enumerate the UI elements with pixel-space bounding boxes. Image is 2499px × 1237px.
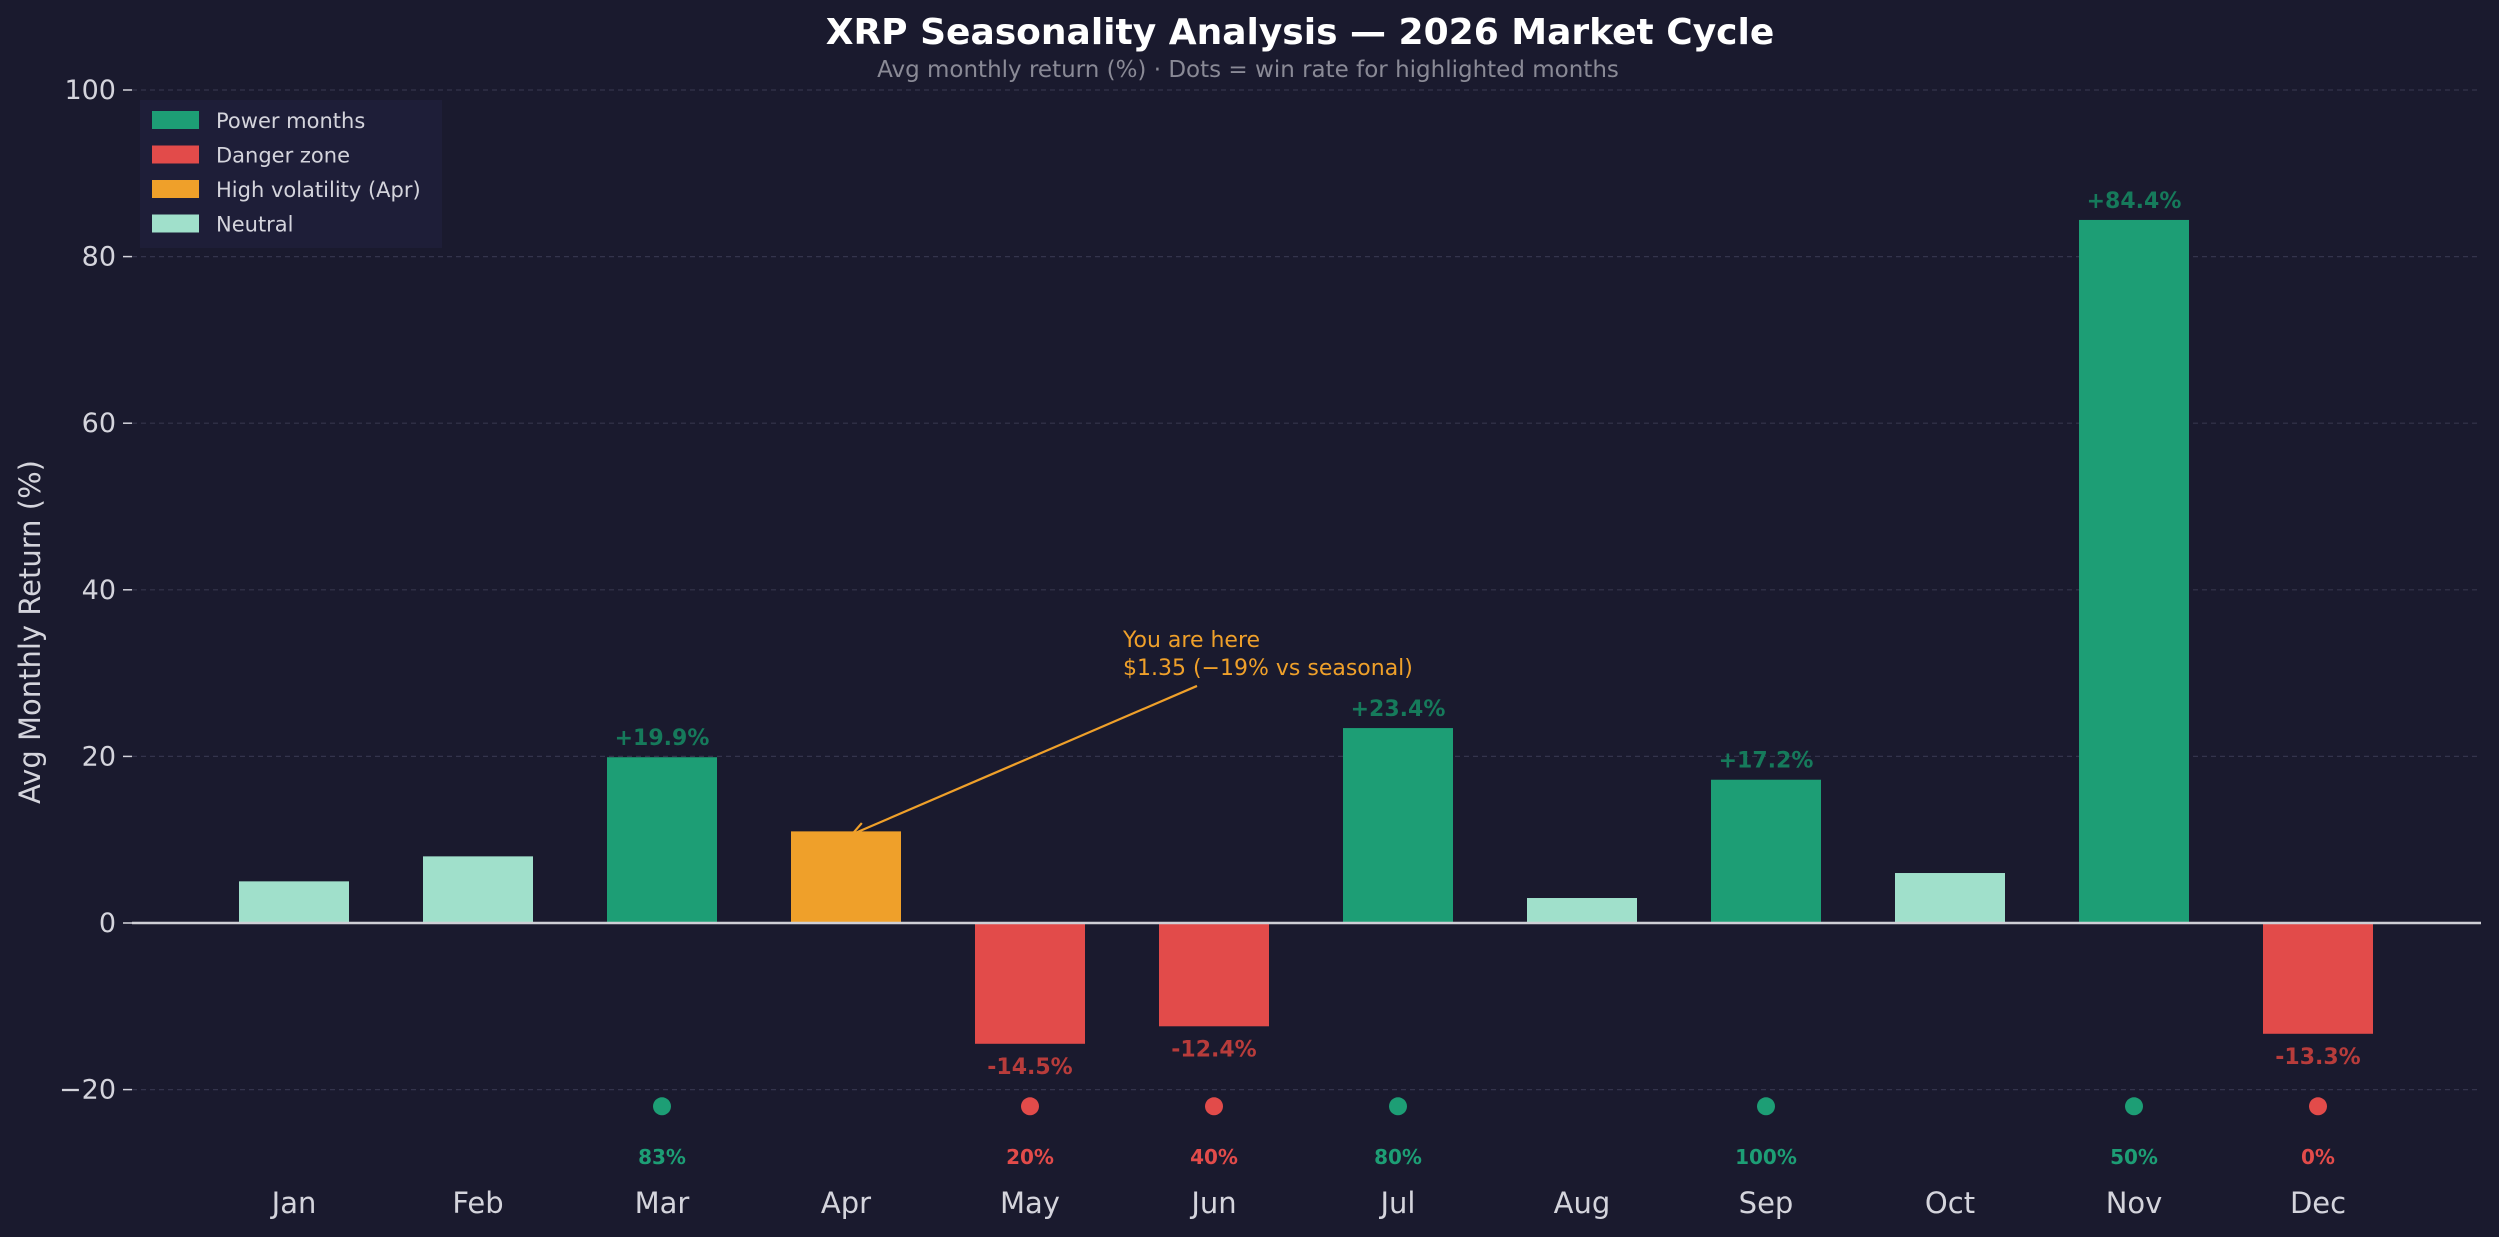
win-rate-label-jul: 80% xyxy=(1374,1145,1422,1169)
bar-dec xyxy=(2263,923,2373,1034)
legend-swatch-danger xyxy=(152,145,199,164)
legend-label-danger: Danger zone xyxy=(216,144,350,168)
x-tick-label-aug: Aug xyxy=(1554,1186,1611,1220)
bar-apr xyxy=(791,831,901,923)
annotation-arrow xyxy=(851,684,1198,836)
win-rate-label-dec: 0% xyxy=(2301,1145,2335,1169)
y-tick-label: 100 xyxy=(64,75,116,106)
legend-swatch-neutral xyxy=(152,214,199,233)
y-tick-label: 80 xyxy=(82,242,116,273)
win-rate-label-jun: 40% xyxy=(1190,1145,1238,1169)
x-axis-ticks: Jan Feb Mar Apr May Jun Jul Aug Sep Oct Nov Dec xyxy=(270,1186,2346,1220)
win-rate-label-nov: 50% xyxy=(2110,1145,2158,1169)
legend: Power months Danger zone High volatility (… xyxy=(140,100,442,248)
value-label-nov: +84.4% xyxy=(2087,189,2182,214)
y-tick-label: 0 xyxy=(99,908,116,939)
x-tick-label-may: May xyxy=(1000,1186,1060,1220)
you-are-here-annotation: You are here $1.35 (−19% vs seasonal) xyxy=(849,628,1413,837)
y-tick-label: 20 xyxy=(82,741,116,772)
x-tick-label-jan: Jan xyxy=(270,1186,317,1220)
value-label-jul: +23.4% xyxy=(1351,697,1446,722)
legend-label-neutral: Neutral xyxy=(216,213,294,237)
x-tick-label-sep: Sep xyxy=(1739,1186,1794,1220)
bar-jul xyxy=(1343,728,1453,923)
bar-jun xyxy=(1159,923,1269,1027)
y-tick-label: 60 xyxy=(82,408,116,439)
bar-jan xyxy=(239,881,349,923)
legend-label-volatile: High volatility (Apr) xyxy=(216,178,421,202)
bar-oct xyxy=(1895,873,2005,923)
win-rate-dot-mar xyxy=(653,1097,671,1116)
legend-swatch-volatile xyxy=(152,180,199,198)
bar-nov xyxy=(2079,219,2189,923)
bar-mar xyxy=(607,757,717,923)
win-rate-dot-may xyxy=(1021,1097,1039,1116)
bar-sep xyxy=(1711,779,1821,923)
value-label-dec: -13.3% xyxy=(2275,1045,2360,1070)
legend-swatch-power xyxy=(152,111,199,129)
annotation-arrowhead xyxy=(849,822,868,837)
x-tick-label-mar: Mar xyxy=(635,1186,690,1220)
x-tick-label-feb: Feb xyxy=(452,1186,503,1220)
win-rate-dot-jul xyxy=(1389,1097,1407,1116)
win-rate-label-mar: 83% xyxy=(638,1145,686,1169)
win-rate-dot-nov xyxy=(2125,1097,2143,1116)
value-label-sep: +17.2% xyxy=(1719,749,1814,774)
x-tick-label-jul: Jul xyxy=(1379,1186,1416,1220)
value-label-jun: -12.4% xyxy=(1171,1037,1256,1062)
x-tick-label-oct: Oct xyxy=(1925,1186,1975,1220)
bar-may xyxy=(975,923,1085,1044)
bars xyxy=(239,219,2373,1044)
annotation-text-line1: You are here xyxy=(1122,628,1260,653)
chart-title: XRP Seasonality Analysis — 2026 Market C… xyxy=(826,12,1775,53)
y-tick-label: −20 xyxy=(59,1075,116,1106)
annotation-text-line2: $1.35 (−19% vs seasonal) xyxy=(1123,656,1413,681)
chart-subtitle: Avg monthly return (%) · Dots = win rate… xyxy=(877,57,1619,83)
win-rate-dot-sep xyxy=(1757,1097,1775,1116)
win-rate-label-may: 20% xyxy=(1006,1145,1054,1169)
win-rate-dot-dec xyxy=(2309,1097,2327,1116)
win-rates: 83% 20% 40% 80% 100% 50% 0% xyxy=(638,1097,2335,1169)
y-tick-label: 40 xyxy=(82,575,116,606)
win-rate-label-sep: 100% xyxy=(1735,1145,1797,1169)
value-label-mar: +19.9% xyxy=(615,726,710,751)
bar-aug xyxy=(1527,898,1637,923)
x-tick-label-nov: Nov xyxy=(2106,1186,2163,1220)
x-tick-label-dec: Dec xyxy=(2290,1186,2346,1220)
y-axis-label: Avg Monthly Return (%) xyxy=(13,460,47,804)
y-axis-ticks: −20 0 20 40 60 80 100 xyxy=(59,75,132,1106)
x-tick-label-apr: Apr xyxy=(821,1186,871,1220)
win-rate-dot-jun xyxy=(1205,1097,1223,1116)
value-label-may: -14.5% xyxy=(987,1055,1072,1080)
x-tick-label-jun: Jun xyxy=(1189,1186,1236,1220)
legend-label-power: Power months xyxy=(216,109,365,133)
value-labels: +19.9% -14.5% -12.4% +23.4% +17.2% +84.4% -13.… xyxy=(615,189,2361,1080)
bar-feb xyxy=(423,856,533,923)
